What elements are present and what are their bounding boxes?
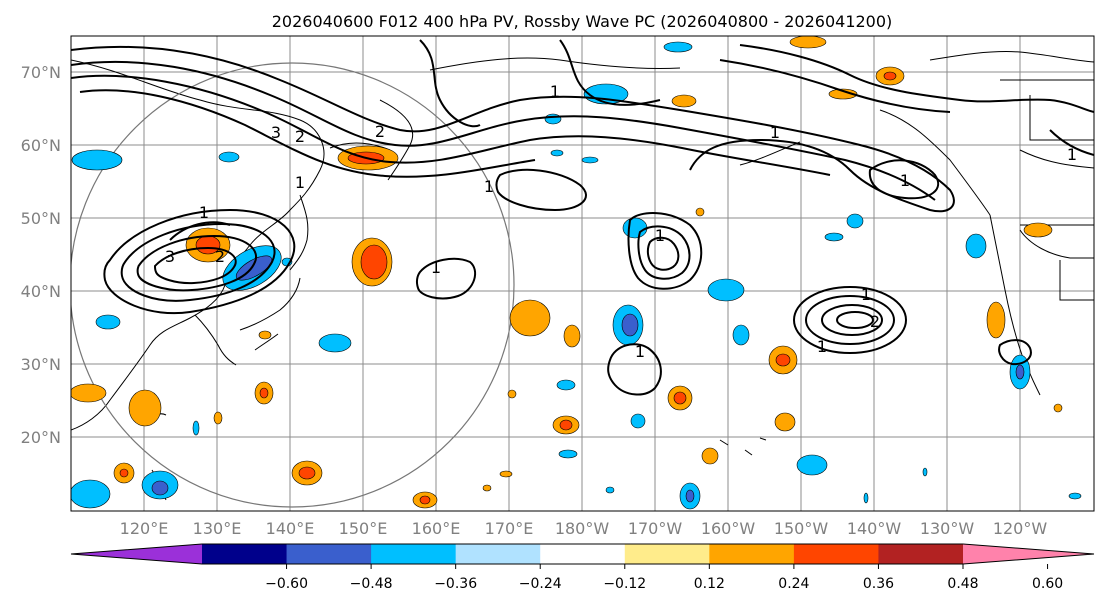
contour-label: 3	[165, 247, 175, 266]
pv-contour-labels: 1 2 3 1 2 3 1 2 1 1 1 1 1 2 1 1 1 1	[165, 82, 1077, 361]
lon-label: 170°E	[485, 519, 534, 538]
contour-label: 1	[550, 82, 560, 101]
map-panel: 1 2 3 1 2 3 1 2 1 1 1 1 1 2 1 1 1 1	[70, 35, 1095, 512]
lat-label: 70°N	[21, 63, 61, 82]
lon-label: 170°W	[628, 519, 683, 538]
contour-label: 1	[861, 285, 871, 304]
lon-label: 160°W	[701, 519, 756, 538]
contour-label: 2	[375, 122, 385, 141]
lon-label: 130°W	[920, 519, 975, 538]
colorbar-outline	[70, 543, 1095, 565]
lon-label: 140°W	[847, 519, 902, 538]
lon-label: 120°E	[120, 519, 169, 538]
contour-label: 2	[870, 312, 880, 331]
lat-label: 50°N	[21, 209, 61, 228]
colorbar-segment	[455, 544, 541, 564]
colorbar-segment	[624, 544, 710, 564]
colorbar-ticks: −0.60 −0.48 −0.36 −0.24 −0.12 0.12 0.24 0.36 0.4…	[265, 564, 1063, 592]
latitude-labels: 70°N 60°N 50°N 40°N 30°N 20°N	[21, 63, 61, 447]
lon-label: 160°E	[412, 519, 461, 538]
colorbar-tick-label: −0.12	[603, 576, 646, 592]
colorbar-tick-label: 0.12	[694, 576, 725, 592]
colorbar-segment	[202, 544, 288, 564]
lon-label: 150°E	[339, 519, 388, 538]
colorbar-segment	[878, 544, 964, 564]
colorbar-segment	[371, 544, 457, 564]
coastlines	[71, 51, 1094, 501]
lat-label: 60°N	[21, 136, 61, 155]
reference-circle	[71, 62, 515, 508]
lon-label: 140°E	[266, 519, 315, 538]
colorbar	[70, 543, 1095, 565]
contour-label: 1	[295, 173, 305, 192]
contour-label: 2	[295, 127, 305, 146]
contour-label: 2	[215, 247, 225, 266]
contour-label: 1	[900, 171, 910, 190]
colorbar-tick-label: −0.60	[265, 576, 308, 592]
colorbar-tick-label: 0.36	[863, 576, 894, 592]
lat-label: 30°N	[21, 355, 61, 374]
contour-label: 3	[271, 123, 281, 142]
map-title: 2026040600 F012 400 hPa PV, Rossby Wave …	[272, 12, 893, 31]
colorbar-tick-label: −0.36	[434, 576, 477, 592]
contour-label: 1	[635, 342, 645, 361]
colorbar-tick-label: 0.48	[947, 576, 978, 592]
colorbar-segment	[793, 544, 879, 564]
colorbar-tick-label: −0.24	[519, 576, 562, 592]
lon-label: 130°E	[193, 519, 242, 538]
lon-label: 150°W	[774, 519, 829, 538]
contour-label: 1	[817, 337, 827, 356]
lon-label: 120°W	[993, 519, 1048, 538]
contour-label: 1	[199, 203, 209, 222]
contour-label: 1	[1067, 145, 1077, 164]
contour-label: 1	[770, 123, 780, 142]
colorbar-segment	[286, 544, 372, 564]
colorbar-segment	[709, 544, 795, 564]
colorbar-tick-label: 0.60	[1032, 576, 1063, 592]
contour-label: 1	[484, 177, 494, 196]
pv-contours	[71, 39, 1094, 396]
contour-label: 1	[655, 226, 665, 245]
lat-label: 20°N	[21, 428, 61, 447]
colorbar-tick-label: 0.24	[778, 576, 809, 592]
map-frame	[70, 35, 1095, 512]
colorbar-extend-max	[963, 544, 1094, 564]
lon-label: 180°W	[555, 519, 610, 538]
colorbar-extend-min	[71, 544, 202, 564]
longitude-labels: 120°E 130°E 140°E 150°E 160°E 170°E 180°…	[120, 519, 1048, 538]
colorbar-segment	[540, 544, 626, 564]
colorbar-tick-label: −0.48	[350, 576, 393, 592]
lat-label: 40°N	[21, 282, 61, 301]
contour-label: 1	[431, 258, 441, 277]
